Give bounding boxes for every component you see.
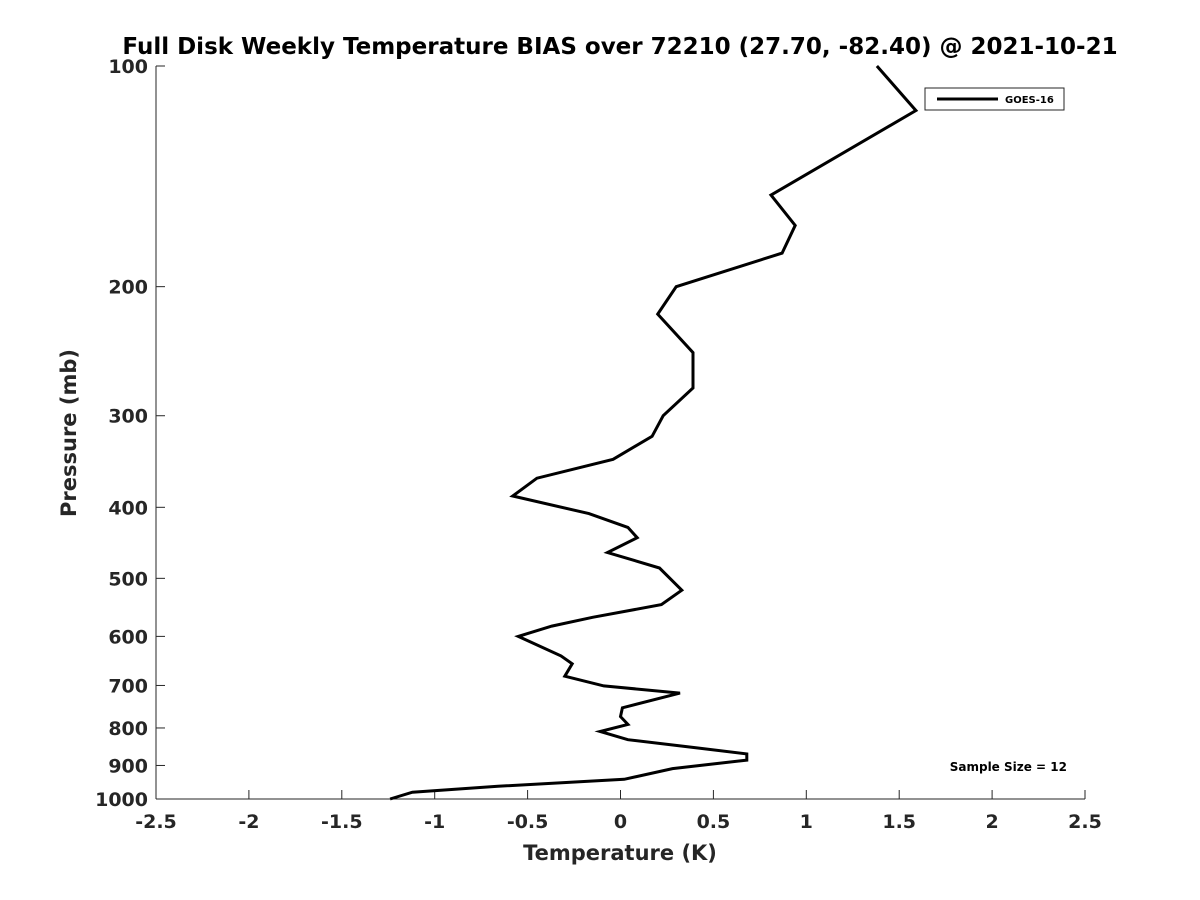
x-axis-label: Temperature (K) [523, 841, 717, 865]
x-ticks: -2.5 -2 -1.5 -1 -0.5 0 0.5 1 1.5 2 2.5 [135, 790, 1102, 833]
y-tick-label: 1000 [95, 789, 148, 811]
x-tick-label: -0.5 [507, 811, 549, 833]
y-tick-label: 100 [108, 56, 148, 78]
y-tick-label: 800 [108, 718, 148, 740]
y-tick-label: 400 [108, 497, 148, 519]
plot-area [156, 66, 1085, 799]
series-line-goes-16 [389, 65, 919, 801]
x-tick-label: 0.5 [697, 811, 731, 833]
legend: GOES-16 [924, 87, 1065, 111]
y-tick-label: 500 [108, 568, 148, 590]
y-tick-label: 900 [108, 755, 148, 777]
x-tick-label: 1 [800, 811, 813, 833]
sample-size-annotation: Sample Size = 12 [950, 760, 1067, 774]
x-tick-label: 0 [614, 811, 627, 833]
y-axis-label: Pressure (mb) [57, 349, 81, 517]
x-tick-label: -1 [424, 811, 445, 833]
x-tick-label: 2.5 [1068, 811, 1102, 833]
y-ticks: 100 200 300 400 500 600 700 800 900 1000 [95, 56, 165, 811]
x-tick-label: -2.5 [135, 811, 177, 833]
y-tick-label: 600 [108, 626, 148, 648]
series-group [389, 65, 919, 801]
y-tick-label: 300 [108, 406, 148, 428]
x-tick-label: -1.5 [321, 811, 363, 833]
x-tick-label: 1.5 [882, 811, 916, 833]
x-tick-label: 2 [985, 811, 998, 833]
y-tick-label: 700 [108, 675, 148, 697]
chart-title: Full Disk Weekly Temperature BIAS over 7… [122, 34, 1117, 60]
y-tick-label: 200 [108, 277, 148, 299]
legend-entry-goes-16: GOES-16 [1005, 95, 1054, 106]
x-tick-label: -2 [238, 811, 259, 833]
